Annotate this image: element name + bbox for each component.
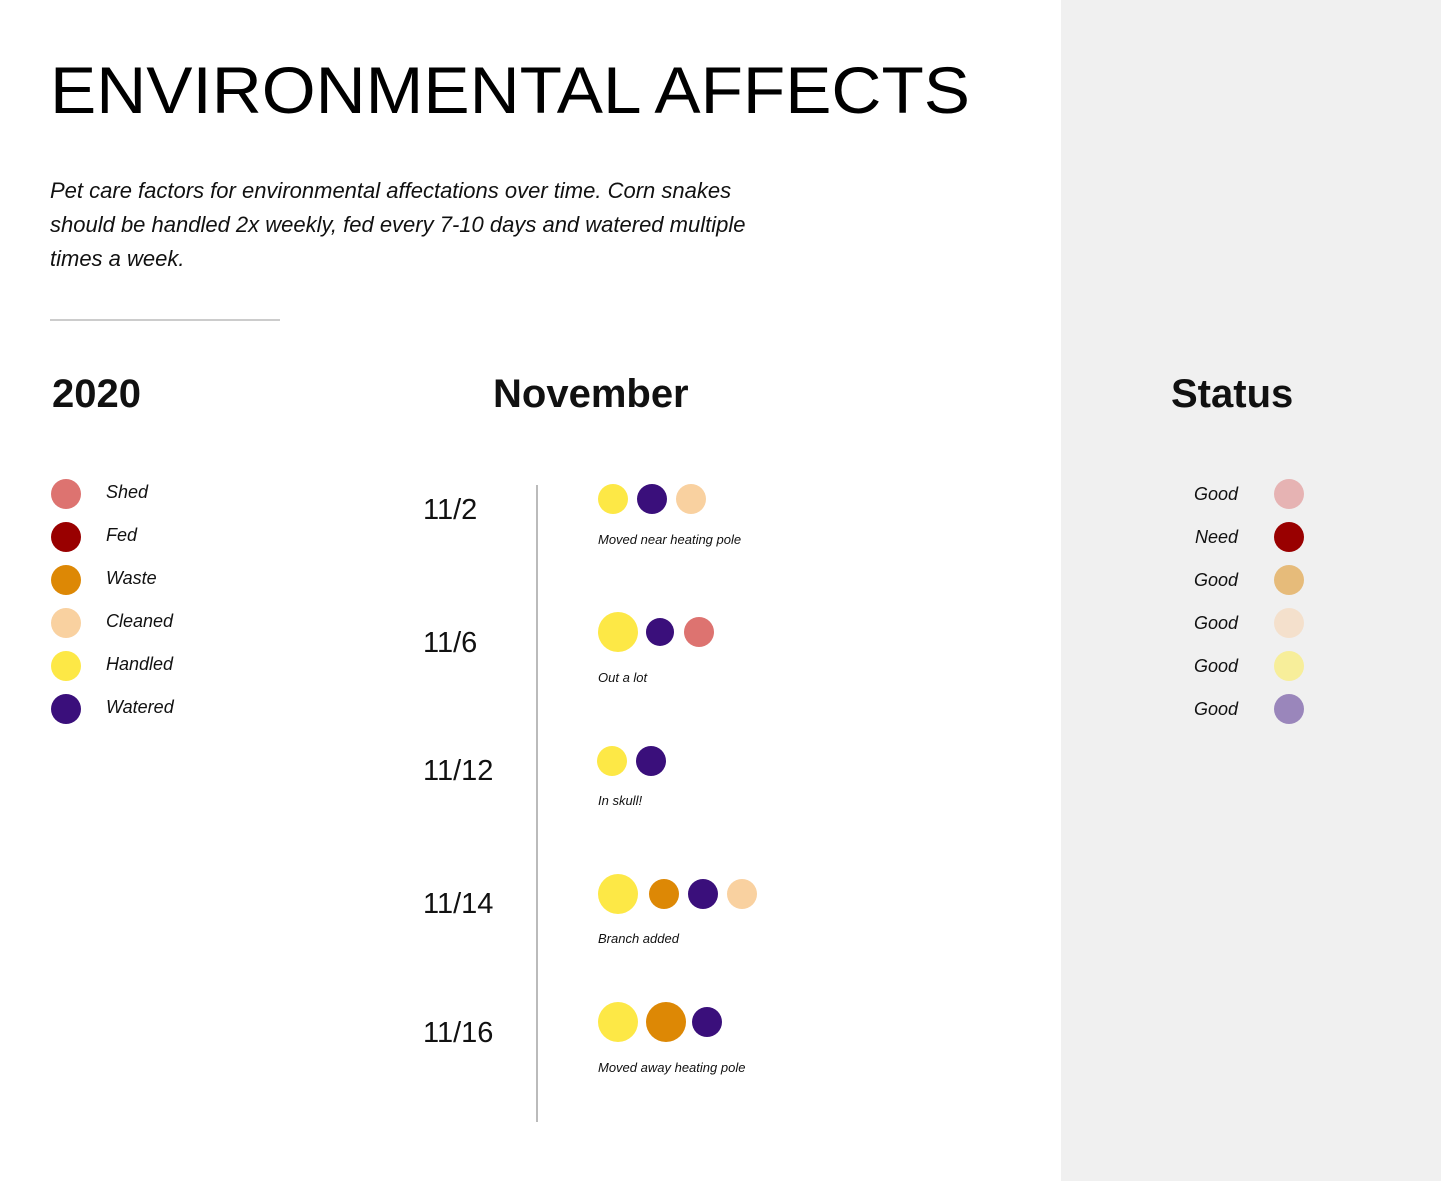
dot bbox=[51, 479, 81, 509]
status-label: Good bbox=[1193, 613, 1238, 633]
note: Out a lot bbox=[598, 670, 648, 685]
month: November bbox=[493, 372, 689, 416]
legend-label: Cleaned bbox=[106, 611, 174, 631]
dot bbox=[1274, 651, 1304, 681]
date: 11/12 bbox=[423, 755, 494, 787]
dot bbox=[692, 1007, 722, 1037]
status-label: Good bbox=[1193, 699, 1238, 719]
dot bbox=[598, 484, 628, 514]
dot bbox=[51, 694, 81, 724]
legend-label: Handled bbox=[106, 654, 174, 674]
title: ENVIRONMENTAL AFFECTS bbox=[50, 53, 970, 127]
status-label: Good bbox=[1193, 656, 1238, 676]
dot bbox=[646, 1002, 686, 1042]
dot bbox=[598, 874, 638, 914]
date: 11/14 bbox=[423, 888, 494, 920]
dot bbox=[637, 484, 667, 514]
status-label: Good bbox=[1193, 570, 1238, 590]
dot bbox=[51, 651, 81, 681]
dot bbox=[598, 612, 638, 652]
status-dots bbox=[1274, 479, 1304, 724]
legend-label: Fed bbox=[106, 525, 138, 545]
dot bbox=[646, 618, 674, 646]
timeline-dots bbox=[597, 484, 757, 1042]
status-label: Good bbox=[1193, 484, 1238, 504]
dot bbox=[688, 879, 718, 909]
legend-label: Watered bbox=[106, 697, 174, 717]
dot bbox=[1274, 565, 1304, 595]
note: In skull! bbox=[598, 793, 643, 808]
status-label: Need bbox=[1194, 527, 1238, 547]
dot bbox=[684, 617, 714, 647]
dot bbox=[636, 746, 666, 776]
dot bbox=[1274, 522, 1304, 552]
dot bbox=[727, 879, 757, 909]
dot bbox=[676, 484, 706, 514]
description: Pet care factors for environmental affec… bbox=[50, 178, 746, 271]
date: 11/6 bbox=[423, 627, 478, 659]
note: Moved away heating pole bbox=[598, 1060, 746, 1075]
note: Moved near heating pole bbox=[598, 532, 742, 547]
dot bbox=[1274, 479, 1304, 509]
legend-label: Shed bbox=[106, 482, 149, 502]
dot bbox=[51, 522, 81, 552]
note: Branch added bbox=[598, 931, 679, 946]
year: 2020 bbox=[52, 372, 141, 416]
date: 11/16 bbox=[423, 1017, 494, 1049]
dot bbox=[649, 879, 679, 909]
dot bbox=[51, 608, 81, 638]
dot bbox=[1274, 694, 1304, 724]
status-heading: Status bbox=[1171, 372, 1294, 416]
dot bbox=[1274, 608, 1304, 638]
date: 11/2 bbox=[423, 494, 478, 526]
status-panel bbox=[1061, 0, 1441, 1181]
legend-dots bbox=[51, 479, 81, 724]
dot bbox=[51, 565, 81, 595]
legend-label: Waste bbox=[106, 568, 157, 588]
dot bbox=[597, 746, 627, 776]
dot bbox=[598, 1002, 638, 1042]
